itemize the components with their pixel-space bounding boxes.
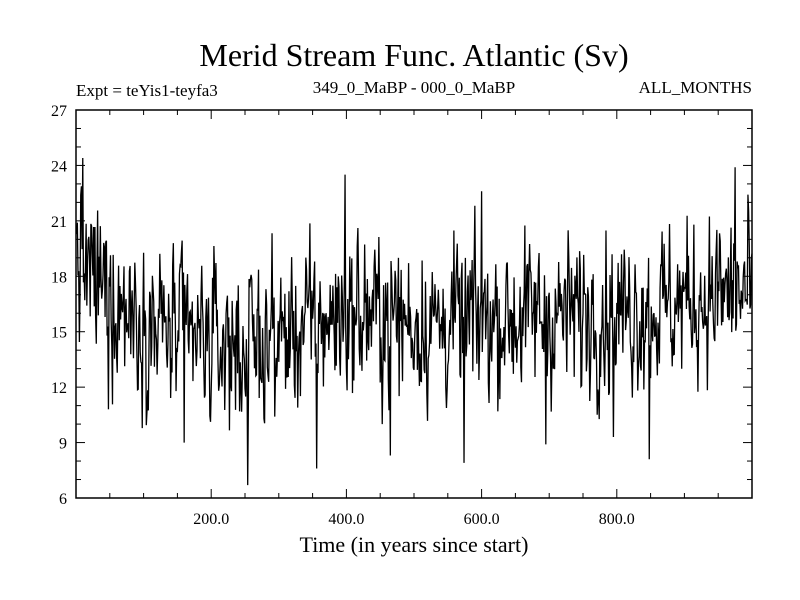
- x-tick-label: 400.0: [328, 511, 364, 528]
- y-tick-label: 18: [51, 269, 67, 286]
- y-tick-label: 21: [51, 214, 67, 231]
- series-line: [76, 158, 753, 486]
- months-label: ALL_MONTHS: [639, 78, 752, 97]
- y-tick-label: 27: [51, 103, 67, 120]
- ticks-layer: 200.0 400.0 600.0 800.0 6 9 12 15 18 21 24 27: [51, 103, 752, 528]
- series-layer: [76, 158, 753, 486]
- y-tick-label: 15: [51, 325, 67, 342]
- plot-frame: [75, 109, 753, 499]
- x-axis-label: Time (in years since start): [300, 532, 529, 557]
- y-tick-label: 24: [51, 158, 67, 175]
- y-tick-label: 12: [51, 380, 67, 397]
- y-tick-label: 9: [59, 436, 67, 453]
- x-tick-label: 600.0: [464, 511, 500, 528]
- x-tick-label: 200.0: [193, 511, 229, 528]
- experiment-label: Expt = teYis1-teyfa3: [76, 81, 218, 100]
- x-tick-label: 800.0: [599, 511, 635, 528]
- y-tick-label: 6: [59, 491, 67, 508]
- chart-title: Merid Stream Func. Atlantic (Sv): [199, 37, 628, 73]
- period-label: 349_0_MaBP - 000_0_MaBP: [313, 78, 515, 97]
